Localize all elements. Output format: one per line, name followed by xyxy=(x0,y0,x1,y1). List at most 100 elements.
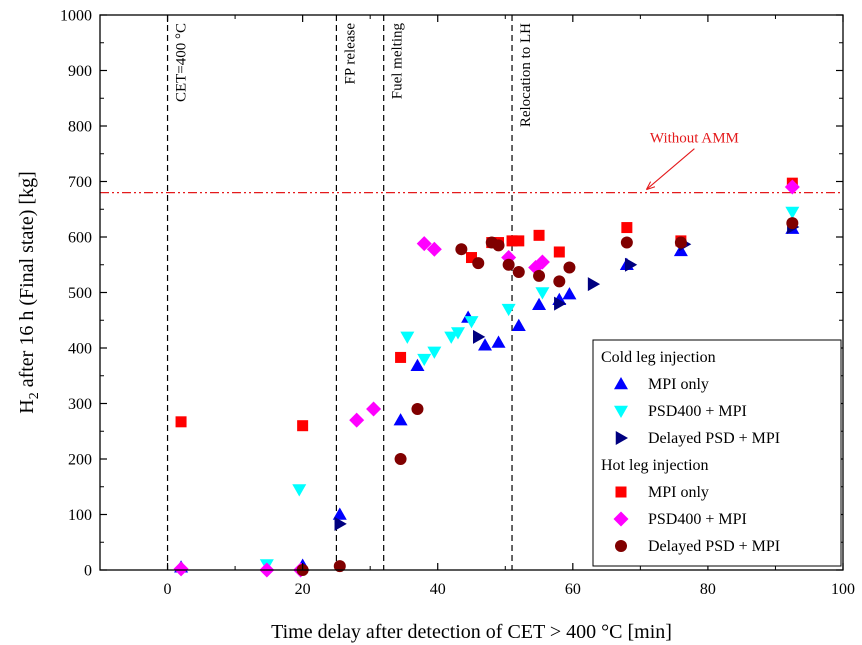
data-point xyxy=(400,331,415,344)
data-point xyxy=(444,331,459,344)
y-tick-label: 300 xyxy=(68,396,92,413)
without-amm-reference: Without AMM xyxy=(100,131,843,194)
legend-entry-label: MPI only xyxy=(648,484,709,501)
y-tick-label: 1000 xyxy=(60,8,92,25)
series-5-delayed-psd-mpi xyxy=(296,217,799,576)
legend-entry-label: PSD400 + MPI xyxy=(648,511,747,528)
data-point xyxy=(455,243,468,256)
data-point xyxy=(624,257,638,272)
data-point xyxy=(535,287,550,300)
vertical-line-label: CET=400 °C xyxy=(174,23,190,102)
legend-entry-label: PSD400 + MPI xyxy=(648,403,747,420)
x-tick-label: 0 xyxy=(164,581,172,598)
y-tick-label: 800 xyxy=(68,119,92,136)
x-axis-title: Time delay after detection of CET > 400 … xyxy=(271,621,672,643)
data-point xyxy=(426,241,442,257)
y-tick-label: 900 xyxy=(68,63,92,80)
data-point xyxy=(394,453,407,465)
y-tick-label: 0 xyxy=(84,563,92,580)
data-point xyxy=(553,275,566,288)
without-amm-arrowhead xyxy=(645,181,656,191)
legend-entry-label: Delayed PSD + MPI xyxy=(648,538,780,555)
data-point xyxy=(553,246,565,258)
series-1-psd400-mpi xyxy=(259,206,800,572)
data-point xyxy=(175,416,187,428)
data-point xyxy=(784,179,800,195)
data-point xyxy=(395,351,407,363)
y-axis-title: H2 after 16 h (Final state) [kg] xyxy=(16,171,42,414)
data-point xyxy=(674,236,687,249)
without-amm-label: Without AMM xyxy=(650,131,739,147)
data-point xyxy=(786,217,799,230)
data-point xyxy=(410,358,425,372)
legend-marker xyxy=(614,405,628,418)
data-point xyxy=(333,560,346,573)
legend-marker xyxy=(613,511,629,527)
data-point xyxy=(450,327,465,340)
y-tick-label: 400 xyxy=(68,341,92,358)
data-point xyxy=(492,239,505,252)
data-point xyxy=(502,258,515,271)
data-point xyxy=(785,206,800,220)
y-tick-label: 100 xyxy=(68,507,92,524)
data-point xyxy=(478,338,493,351)
y-axis-title-rest: after 16 h (Final state) [kg] xyxy=(16,171,38,392)
x-tick-label: 60 xyxy=(565,581,581,598)
legend-group-title: Hot leg injection xyxy=(601,457,709,474)
legend-entry-label: Delayed PSD + MPI xyxy=(648,430,780,447)
data-point xyxy=(534,254,550,270)
data-point xyxy=(472,257,485,270)
legend-group-title: Cold leg injection xyxy=(601,349,716,366)
data-point xyxy=(173,561,189,577)
data-point xyxy=(501,303,516,317)
data-point xyxy=(587,277,601,292)
data-point xyxy=(416,236,432,252)
data-point xyxy=(554,296,567,311)
vertical-line-label: Fuel melting xyxy=(390,23,406,100)
y-tick-label: 500 xyxy=(68,285,92,302)
data-point xyxy=(332,507,347,520)
data-point xyxy=(533,269,546,282)
vertical-reference-lines: CET=400 °C FP release Fuel melting Relocati… xyxy=(166,15,534,570)
data-point xyxy=(292,484,307,497)
data-point xyxy=(563,261,576,274)
data-point xyxy=(620,236,633,249)
data-markers xyxy=(173,177,800,578)
data-point xyxy=(532,297,547,310)
legend-marker xyxy=(615,486,627,498)
y-tick-label: 700 xyxy=(68,174,92,191)
data-point xyxy=(491,335,506,348)
data-point xyxy=(562,287,577,300)
data-point xyxy=(297,420,309,432)
legend-marker xyxy=(615,540,627,552)
legend-entry-label: MPI only xyxy=(648,376,709,393)
data-point xyxy=(533,229,545,241)
legend: Cold leg injection MPI only PSD400 + MPI De… xyxy=(592,339,842,567)
data-point xyxy=(464,316,479,329)
data-point xyxy=(411,403,424,416)
vertical-line-label: Relocation to LH xyxy=(518,23,534,127)
data-point xyxy=(349,412,365,428)
data-point xyxy=(512,265,525,278)
data-point xyxy=(393,413,408,426)
legend-marker xyxy=(615,431,628,445)
x-axis-ticks: 0 20 40 60 80 100 xyxy=(99,15,855,598)
x-tick-label: 80 xyxy=(700,581,716,598)
data-point xyxy=(427,346,442,359)
y-axis-title-subscript: 2 xyxy=(27,392,42,399)
y-axis-ticks: 0 100 200 300 400 500 600 700 800 900 1000 xyxy=(60,8,843,580)
x-tick-label: 100 xyxy=(831,581,855,598)
data-point xyxy=(511,318,526,332)
data-point xyxy=(506,235,518,247)
x-tick-label: 20 xyxy=(295,581,311,598)
data-point xyxy=(621,222,633,234)
data-point xyxy=(513,235,525,247)
data-point xyxy=(466,252,477,264)
legend-marker xyxy=(614,377,628,390)
data-point xyxy=(473,329,486,344)
data-point xyxy=(417,353,432,367)
data-point xyxy=(334,516,347,531)
y-tick-label: 200 xyxy=(68,452,92,469)
y-tick-label: 600 xyxy=(68,230,92,247)
